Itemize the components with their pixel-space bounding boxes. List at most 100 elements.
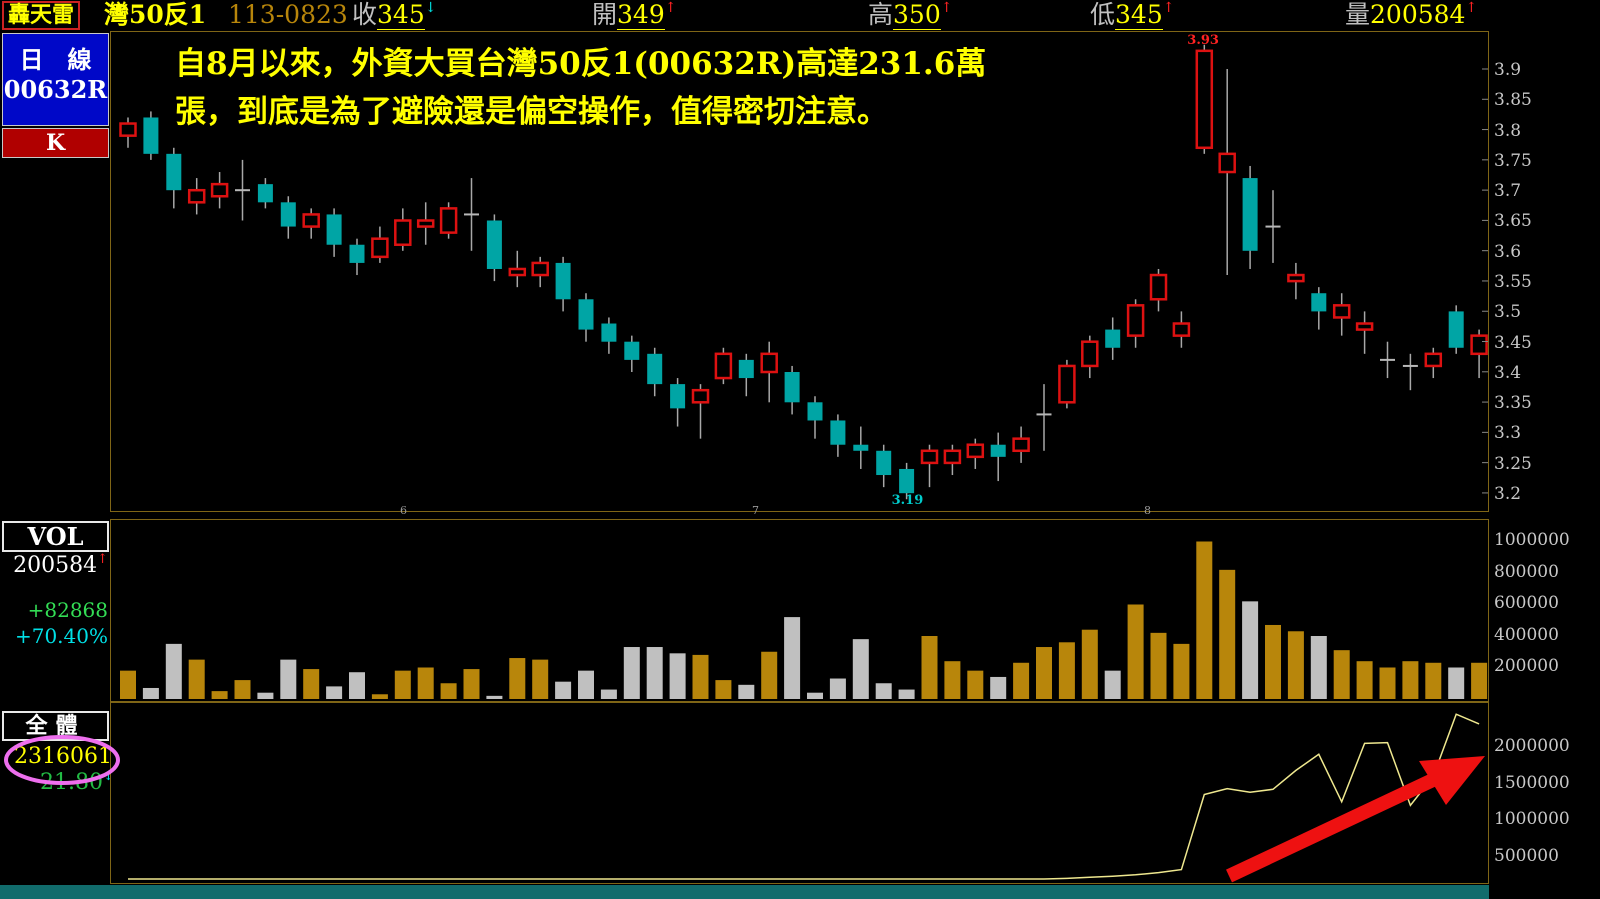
down-candle [601, 323, 617, 342]
volume-bar [303, 669, 320, 699]
axis-label: 3.5 [1494, 302, 1522, 323]
axis-label: 3.7 [1494, 181, 1522, 202]
volume-bar [555, 681, 572, 699]
down-candle [738, 359, 754, 379]
app-logo: 轟天雷 [2, 1, 81, 30]
volume-bar [486, 695, 503, 699]
low-value: 345 [1115, 0, 1163, 30]
volume-bar [1242, 601, 1259, 699]
down-candle [990, 444, 1006, 457]
volume-up-arrow-icon: ↑ [1465, 0, 1478, 16]
volume-bar [1081, 629, 1098, 699]
low-field: 低345↑ [1090, 0, 1174, 30]
trend-arrow-head-icon [1419, 756, 1485, 805]
total-holdings-line-chart [128, 713, 1485, 883]
total-panel-button[interactable]: 全體 [2, 711, 109, 741]
close-label: 收 [352, 0, 378, 29]
open-label: 開 [592, 0, 618, 29]
up-candle [119, 122, 137, 137]
volume-bar [761, 651, 778, 699]
volume-bar [921, 636, 938, 699]
axis-label: 3.25 [1494, 453, 1532, 474]
volume-bar [211, 691, 228, 699]
volume-bar [1196, 541, 1213, 699]
up-candle [1424, 352, 1443, 368]
volume-bar [1379, 667, 1396, 699]
up-candle [1126, 304, 1145, 337]
close-value: 345 [377, 0, 425, 30]
total-change-arrow-icon: ↓ [102, 769, 114, 784]
volume-bar [944, 661, 961, 699]
high-value: 350 [893, 0, 941, 30]
down-candle [578, 299, 594, 330]
axis-label: 3.6 [1494, 241, 1522, 262]
down-candle [1448, 311, 1464, 348]
down-candle [1105, 329, 1121, 348]
volume-bar [165, 643, 182, 699]
volume-bar [1036, 647, 1052, 699]
axis-label: 1000000 [1494, 530, 1570, 550]
down-candle [784, 372, 800, 403]
symbol-label: 00632R [3, 75, 108, 104]
volume-bar [990, 676, 1007, 699]
down-candle [853, 444, 869, 451]
volume-bar [532, 659, 549, 699]
axis-label: 3.2 [1494, 483, 1522, 504]
up-candle [1218, 152, 1236, 174]
volume-bar [326, 686, 343, 699]
axis-label: 3.85 [1494, 90, 1532, 111]
volume-bar [578, 670, 594, 699]
axis-label: 2000000 [1494, 736, 1570, 756]
up-candle [1332, 304, 1351, 319]
volume-bar [257, 692, 274, 699]
low-label: 低 [1090, 0, 1116, 29]
volume-bar [1471, 662, 1488, 699]
close-field: 收345↓ [352, 0, 436, 30]
down-candle [349, 244, 365, 263]
vol-up-arrow-icon: ↑ [97, 552, 108, 567]
axis-label: 3.4 [1494, 362, 1522, 383]
vol-change: +82868 [27, 598, 108, 622]
trade-date: 113-0823 [228, 0, 348, 29]
down-candle [807, 402, 823, 421]
volume-bar [692, 654, 709, 699]
down-candle [899, 468, 915, 494]
low-price-label: 3.19 [891, 493, 924, 508]
highlight-ellipse [4, 735, 120, 785]
total-holdings-chart-panel[interactable] [110, 702, 1489, 884]
up-candle [943, 449, 962, 465]
month-label-aug: 8 [1144, 504, 1151, 517]
up-candle [1012, 437, 1030, 453]
high-field: 高350↑ [868, 0, 952, 30]
volume-bar [600, 689, 617, 699]
vol-panel-button[interactable]: VOL [2, 521, 109, 552]
volume-bar [234, 680, 251, 699]
high-label: 高 [868, 0, 894, 29]
volume-bar [715, 680, 732, 699]
high-up-arrow-icon: ↑ [940, 0, 953, 16]
annotation-line-1: 自8月以來，外資大買台灣50反1(00632R)高達231.6萬 [175, 46, 987, 82]
period-symbol-box[interactable]: 日 線 00632R [2, 33, 109, 126]
volume-bar [188, 659, 205, 699]
total-holdings-value: 2316061↓ [14, 744, 123, 770]
volume-bar [440, 683, 457, 699]
trend-arrow-shaft [1226, 772, 1438, 883]
annotation-line-2: 張，到底是為了避險還是偏空操作，值得密切注意。 [175, 94, 888, 130]
down-candle [555, 262, 571, 300]
axis-label: 800000 [1494, 561, 1559, 582]
candlestick-chart-panel[interactable] [110, 31, 1489, 512]
volume-bar [1287, 631, 1304, 699]
axis-label: 1500000 [1494, 772, 1570, 793]
volume-field: 量200584↑ [1345, 0, 1477, 30]
period-label: 日 線 [19, 45, 92, 74]
up-candle [1470, 334, 1488, 356]
down-candle [166, 153, 182, 191]
volume-bar [1265, 624, 1281, 699]
up-candle [1058, 364, 1076, 404]
open-value: 349 [617, 0, 665, 30]
volume-chart-panel[interactable] [110, 519, 1489, 702]
down-candle [486, 220, 502, 269]
up-candle [187, 188, 206, 204]
k-chart-button[interactable]: K [2, 128, 109, 158]
